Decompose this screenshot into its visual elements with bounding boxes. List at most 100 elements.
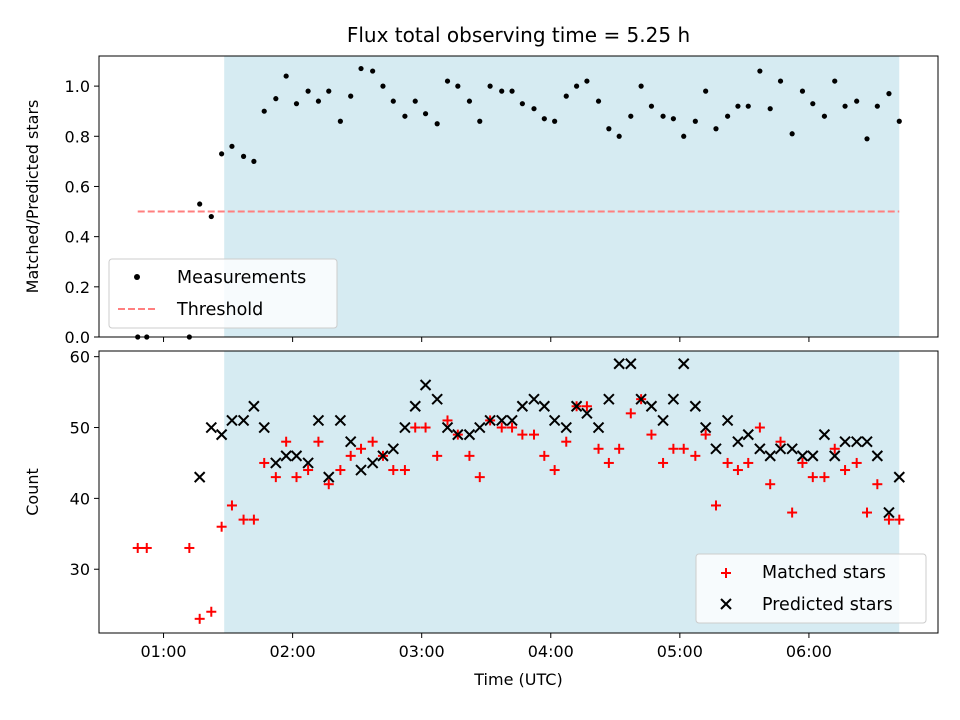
predicted-star-point xyxy=(323,471,335,483)
matched-star-point xyxy=(528,429,539,440)
matched-star-point xyxy=(581,401,592,412)
measurement-point xyxy=(648,103,655,109)
y-tick-label: 0.4 xyxy=(65,228,90,247)
matched-star-point xyxy=(851,457,862,468)
predicted-star-point xyxy=(581,407,593,420)
measurement-point xyxy=(886,91,892,97)
matched-star-point xyxy=(840,465,851,476)
predicted-star-point xyxy=(399,421,411,434)
matched-star-point xyxy=(710,500,721,511)
measurement-point xyxy=(487,83,493,89)
matched-star-point xyxy=(367,436,378,447)
matched-star-point xyxy=(690,450,701,461)
predicted-star-point xyxy=(625,358,637,370)
matched-star-point xyxy=(442,415,453,426)
matched-star-point xyxy=(248,514,259,525)
matched-star-point xyxy=(872,479,883,490)
predicted-star-point xyxy=(645,400,658,412)
chart-title: Flux total observing time = 5.25 h xyxy=(347,23,690,47)
predicted-star-point xyxy=(678,358,690,370)
matched-star-point xyxy=(496,422,507,433)
predicted-star-point xyxy=(560,421,572,434)
legend-measurements-label: Measurements xyxy=(177,268,306,288)
count-y-axis-label: Count xyxy=(23,468,42,516)
legend-threshold-label: Threshold xyxy=(176,300,263,320)
matched-star-point xyxy=(678,443,689,454)
measurement-point xyxy=(390,98,396,104)
matched-star-point xyxy=(797,457,808,468)
predicted-star-point xyxy=(635,393,647,405)
matched-star-point xyxy=(194,613,205,624)
matched-star-point xyxy=(517,429,528,440)
matched-star-point xyxy=(132,542,143,553)
measurement-point xyxy=(832,78,838,84)
matched-star-point xyxy=(593,443,604,454)
count-legend: Matched stars Predicted stars xyxy=(695,553,927,624)
matched-star-point xyxy=(345,450,356,461)
measurement-point xyxy=(606,126,612,132)
y-tick-label: 30 xyxy=(70,560,90,579)
predicted-star-point xyxy=(431,393,443,405)
measurement-point xyxy=(219,151,225,157)
legend-x-glyph xyxy=(720,598,732,610)
x-tick-label: 05:00 xyxy=(657,642,703,661)
x-tick-label: 02:00 xyxy=(270,642,316,661)
measurement-point xyxy=(444,78,451,84)
matched-star-point xyxy=(303,465,314,476)
measurement-point xyxy=(412,98,418,104)
measurement-point xyxy=(208,213,214,220)
matched-star-point xyxy=(281,436,292,447)
measurement-point xyxy=(315,98,322,104)
predicted-star-point xyxy=(742,428,754,441)
count-panel-frame xyxy=(98,350,939,634)
legend-measurements-marker xyxy=(134,274,140,280)
y-tick-label: 0.8 xyxy=(65,127,90,146)
legend-predicted-marker xyxy=(720,598,732,610)
matched-star-point xyxy=(894,514,905,525)
measurement-point xyxy=(477,118,483,124)
x-tick-label: 06:00 xyxy=(786,642,832,661)
predicted-star-point xyxy=(829,450,841,462)
y-tick-label: 0.2 xyxy=(65,278,90,297)
matched-star-point xyxy=(226,500,237,511)
y-tick-label: 60 xyxy=(70,348,90,367)
predicted-star-point xyxy=(474,421,486,434)
measurement-point xyxy=(660,113,666,119)
matched-star-point xyxy=(722,457,733,468)
matched-star-point xyxy=(668,443,679,454)
matched-star-point xyxy=(270,472,281,483)
measurement-point xyxy=(638,83,644,89)
legend-matched-marker xyxy=(721,568,731,578)
predicted-star-point xyxy=(377,450,389,462)
measurement-point xyxy=(563,93,569,99)
measurement-point xyxy=(821,113,828,119)
predicted-star-point xyxy=(452,428,464,441)
predicted-star-point xyxy=(516,400,529,412)
measurement-point xyxy=(305,88,311,94)
ratio-legend: Measurements Threshold xyxy=(108,258,338,329)
measurement-point xyxy=(799,88,806,94)
matched-star-point xyxy=(184,542,195,553)
predicted-star-point xyxy=(818,428,831,441)
matched-star-point xyxy=(216,521,227,532)
legend-plus-glyph xyxy=(721,568,731,578)
matched-star-point xyxy=(410,422,421,433)
predicted-star-point xyxy=(528,393,540,405)
matched-star-point xyxy=(539,450,550,461)
matched-star-point xyxy=(313,436,324,447)
measurement-point xyxy=(573,83,580,89)
matched-star-point xyxy=(388,465,399,476)
measurement-point xyxy=(197,201,203,207)
measurement-point xyxy=(509,88,515,94)
predicted-star-point xyxy=(570,400,583,412)
predicted-star-point xyxy=(786,443,798,455)
matched-star-point xyxy=(829,443,840,454)
matched-star-point xyxy=(819,472,830,483)
predicted-star-point xyxy=(215,428,228,441)
predicted-star-point xyxy=(883,506,895,519)
predicted-star-point xyxy=(419,379,432,391)
measurement-point xyxy=(777,78,784,84)
predicted-star-point xyxy=(754,443,766,455)
x-axis-label: Time (UTC) xyxy=(473,670,562,689)
predicted-star-point xyxy=(205,421,218,434)
